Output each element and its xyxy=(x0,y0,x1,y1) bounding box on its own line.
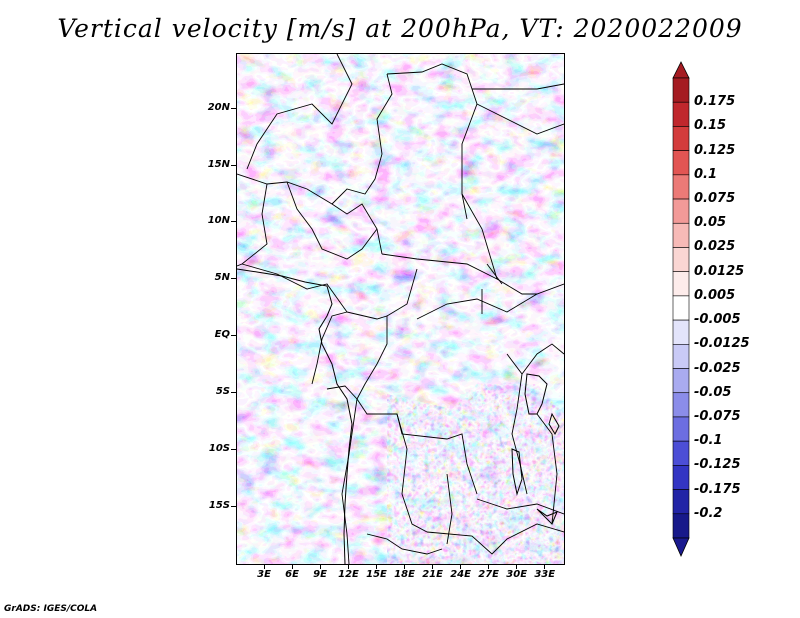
colorbar-level-label: 0.1 xyxy=(694,166,718,182)
lon-label: 33E xyxy=(534,569,556,580)
lon-tick xyxy=(432,564,434,569)
colorbar-level-label: -0.125 xyxy=(694,457,741,473)
lon-label: 15E xyxy=(366,569,387,580)
lon-label: 27E xyxy=(478,569,499,580)
lat-label: 15S xyxy=(208,500,230,512)
colorbar-level-label: -0.0125 xyxy=(694,336,750,352)
lat-tick xyxy=(231,278,236,280)
colorbar-box xyxy=(672,198,690,224)
lon-tick xyxy=(348,564,350,569)
colorbar-box xyxy=(672,101,690,127)
colorbar-box xyxy=(672,126,690,151)
lat-label: 5S xyxy=(215,386,230,398)
colorbar-box xyxy=(672,271,690,297)
colorbar-box xyxy=(672,150,690,176)
lon-tick xyxy=(516,564,518,569)
colorbar-box xyxy=(672,368,690,394)
map-panel xyxy=(236,53,565,565)
lat-tick xyxy=(231,506,236,508)
lat-tick xyxy=(231,221,236,223)
colorbar-level-label: -0.1 xyxy=(694,433,723,449)
lat-label: 10N xyxy=(207,215,230,227)
lat-label: EQ xyxy=(214,329,230,341)
colorbar xyxy=(672,61,690,557)
coastline xyxy=(237,268,560,564)
colorbar-box xyxy=(672,77,690,103)
colorbar-box xyxy=(672,513,690,539)
colorbar-level-label: -0.2 xyxy=(694,505,723,521)
colorbar-box xyxy=(672,174,690,200)
grads-credit: GrADS: IGES/COLA xyxy=(4,604,98,614)
colorbar-level-label: 0.0125 xyxy=(694,263,745,279)
lon-label: 21E xyxy=(422,569,443,580)
colorbar-box xyxy=(672,222,690,248)
colorbar-level-label: -0.025 xyxy=(694,360,741,376)
colorbar-level-label: 0.005 xyxy=(694,287,736,303)
country-borders xyxy=(237,54,564,564)
lat-tick xyxy=(231,164,236,166)
lat-label: 15N xyxy=(207,158,230,170)
colorbar-level-label: 0.15 xyxy=(694,118,727,134)
colorbar-box xyxy=(672,319,690,345)
colorbar-level-label: 0.075 xyxy=(694,191,736,207)
colorbar-level-label: -0.175 xyxy=(694,481,741,497)
lat-label: 20N xyxy=(207,101,230,113)
lon-label: 18E xyxy=(394,569,415,580)
colorbar-box xyxy=(672,465,690,490)
colorbar-level-label: -0.05 xyxy=(694,384,732,400)
lon-tick xyxy=(264,564,266,569)
lat-tick xyxy=(231,392,236,394)
colorbar-box xyxy=(672,247,690,272)
lon-tick xyxy=(320,564,322,569)
colorbar-level-label: -0.075 xyxy=(694,408,741,424)
colorbar-level-label: 0.125 xyxy=(694,142,736,158)
lon-label: 9E xyxy=(313,569,327,580)
lat-tick xyxy=(231,449,236,451)
lon-tick xyxy=(404,564,406,569)
colorbar-box xyxy=(672,440,690,466)
colorbar-box xyxy=(672,344,690,369)
colorbar-box xyxy=(672,416,690,442)
lon-label: 6E xyxy=(285,569,299,580)
vertical-velocity-map xyxy=(237,54,564,564)
lat-label: 10S xyxy=(208,443,230,455)
colorbar-box xyxy=(672,295,690,321)
colorbar-box xyxy=(672,392,690,418)
colorbar-under-triangle xyxy=(672,537,690,557)
colorbar-box xyxy=(672,489,690,515)
lon-tick xyxy=(544,564,546,569)
colorbar-level-label: -0.005 xyxy=(694,312,741,328)
lon-label: 3E xyxy=(257,569,271,580)
colorbar-level-label: 0.05 xyxy=(694,215,727,231)
lon-tick xyxy=(292,564,294,569)
lon-label: 30E xyxy=(506,569,528,580)
lat-tick xyxy=(231,107,236,109)
lon-tick xyxy=(460,564,462,569)
colorbar-level-label: 0.025 xyxy=(694,239,736,255)
lon-label: 24E xyxy=(450,569,471,580)
lat-tick xyxy=(231,335,236,337)
lon-tick xyxy=(488,564,490,569)
colorbar-level-label: 0.175 xyxy=(694,94,736,110)
lat-label: 5N xyxy=(214,272,230,284)
lon-label: 12E xyxy=(338,569,359,580)
colorbar-over-triangle xyxy=(672,61,690,79)
lon-tick xyxy=(376,564,378,569)
chart-title: Vertical velocity [m/s] at 200hPa, VT: 2… xyxy=(57,14,743,43)
